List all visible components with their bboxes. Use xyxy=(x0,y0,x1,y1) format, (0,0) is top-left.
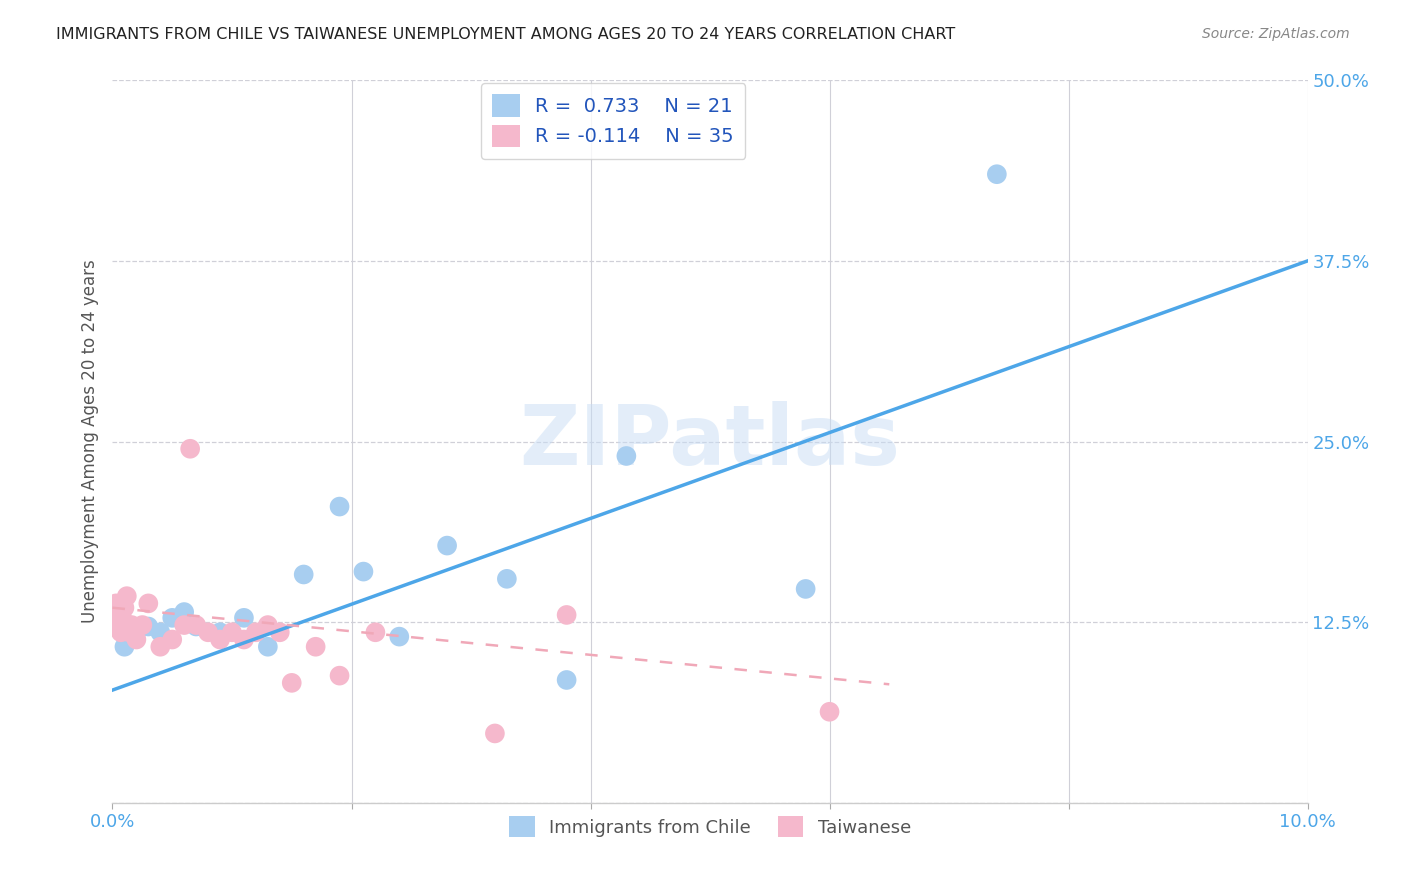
Legend: Immigrants from Chile, Taiwanese: Immigrants from Chile, Taiwanese xyxy=(502,809,918,845)
Point xyxy=(281,676,304,690)
Point xyxy=(114,640,135,654)
Y-axis label: Unemployment Among Ages 20 to 24 years: Unemployment Among Ages 20 to 24 years xyxy=(80,260,98,624)
Text: Source: ZipAtlas.com: Source: ZipAtlas.com xyxy=(1202,27,1350,41)
Point xyxy=(121,618,143,632)
Point xyxy=(353,565,375,579)
Point xyxy=(125,625,148,640)
Point xyxy=(794,582,817,596)
Point xyxy=(388,630,411,644)
Point xyxy=(436,539,458,553)
Point xyxy=(186,619,208,633)
Point xyxy=(233,611,256,625)
Point xyxy=(292,567,315,582)
Point xyxy=(138,596,160,610)
Point xyxy=(107,619,129,633)
Point xyxy=(209,625,232,640)
Point xyxy=(329,668,352,682)
Point xyxy=(115,589,138,603)
Point xyxy=(496,572,519,586)
Point xyxy=(221,625,243,640)
Point xyxy=(138,619,160,633)
Point xyxy=(305,640,328,654)
Point xyxy=(364,625,387,640)
Point xyxy=(484,726,506,740)
Point xyxy=(162,632,183,647)
Point xyxy=(149,640,172,654)
Text: IMMIGRANTS FROM CHILE VS TAIWANESE UNEMPLOYMENT AMONG AGES 20 TO 24 YEARS CORREL: IMMIGRANTS FROM CHILE VS TAIWANESE UNEMP… xyxy=(56,27,956,42)
Point xyxy=(110,625,132,640)
Point xyxy=(162,611,183,625)
Point xyxy=(173,618,195,632)
Point xyxy=(269,625,291,640)
Point xyxy=(125,632,148,647)
Point xyxy=(105,596,128,610)
Point xyxy=(245,625,267,640)
Point xyxy=(986,167,1008,181)
Point xyxy=(616,449,638,463)
Point xyxy=(114,600,135,615)
Point xyxy=(818,705,841,719)
Point xyxy=(149,625,172,640)
Point xyxy=(111,611,134,625)
Point xyxy=(173,605,195,619)
Point xyxy=(555,607,578,622)
Point xyxy=(233,632,256,647)
Point xyxy=(118,625,141,640)
Point xyxy=(179,442,201,456)
Point xyxy=(197,625,219,640)
Point xyxy=(257,640,280,654)
Text: ZIPatlas: ZIPatlas xyxy=(520,401,900,482)
Point xyxy=(131,618,153,632)
Point xyxy=(257,618,280,632)
Point xyxy=(186,618,208,632)
Point xyxy=(104,607,127,622)
Point xyxy=(209,632,232,647)
Point xyxy=(555,673,578,687)
Point xyxy=(329,500,352,514)
